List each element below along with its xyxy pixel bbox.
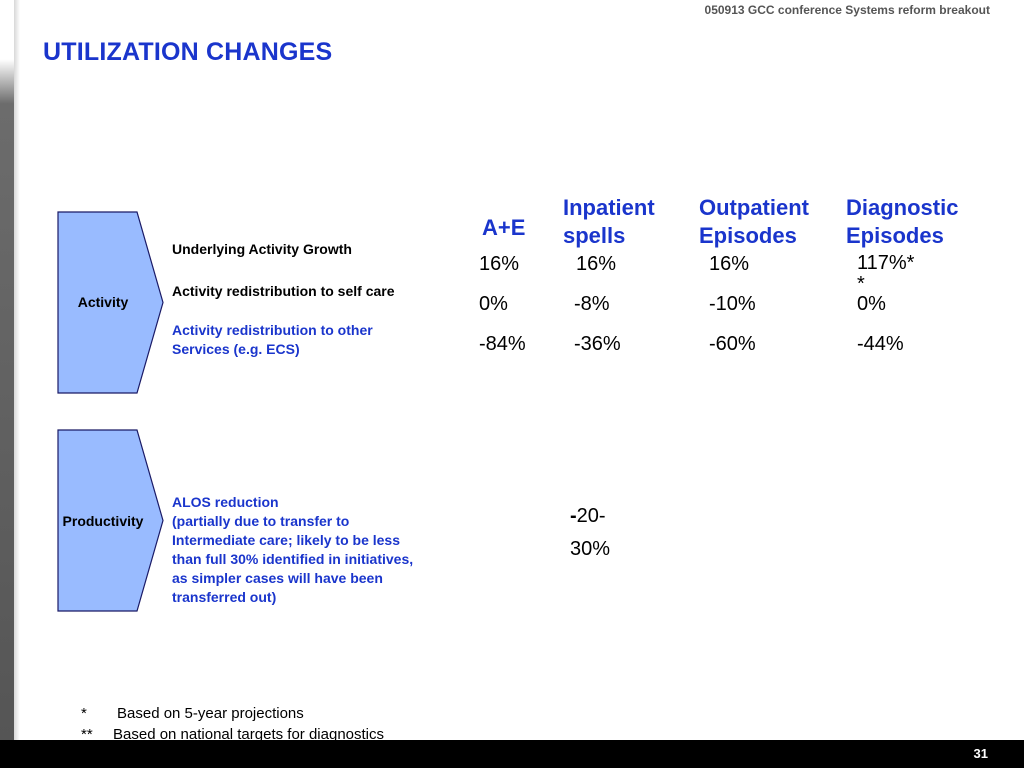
row-label-alos-line4: than full 30% identified in initiatives, bbox=[172, 551, 414, 567]
column-header-inpatient-line1: Inpatient bbox=[563, 195, 655, 220]
row-label-alos-line1: ALOS reduction bbox=[172, 494, 279, 510]
column-header-diagnostic-line2: Episodes bbox=[846, 223, 944, 248]
cell-alos-inpatient: -20- 30% bbox=[570, 503, 610, 563]
cell-growth-diagnostic: 117%* * bbox=[857, 251, 914, 297]
column-header-outpatient-line2: Episodes bbox=[699, 223, 797, 248]
footnote-2: ** Based on national targets for diagnost… bbox=[81, 726, 384, 743]
row-label-alos: ALOS reduction (partially due to transfe… bbox=[172, 493, 413, 607]
productivity-group-label: Productivity bbox=[62, 513, 144, 529]
cell-growth-diagnostic-line2: * bbox=[857, 273, 865, 295]
column-header-outpatient: Outpatient Episodes bbox=[699, 194, 809, 250]
row-label-other-services-line1: Activity redistribution to other bbox=[172, 322, 373, 338]
row-label-alos-line2: (partially due to transfer to bbox=[172, 513, 350, 529]
footnote-2-text: Based on national targets for diagnostic… bbox=[113, 726, 385, 743]
row-label-other-services-line2: Services (e.g. ECS) bbox=[172, 341, 300, 357]
activity-group-label: Activity bbox=[77, 294, 129, 310]
page-number: 31 bbox=[973, 746, 988, 761]
bottom-bar: 31 bbox=[0, 740, 1024, 768]
cell-growth-outpatient: 16% bbox=[709, 253, 750, 275]
cell-alos-inpatient-line2: 30% bbox=[570, 538, 611, 560]
cell-other-services-ae: -84% bbox=[479, 333, 526, 355]
row-label-alos-line5: as simpler cases will have been bbox=[172, 570, 383, 586]
column-header-ae: A+E bbox=[482, 215, 526, 240]
column-header-inpatient: Inpatient spells bbox=[563, 194, 655, 250]
footnote-1-text: Based on 5-year projections bbox=[117, 705, 304, 722]
row-label-alos-line6: transferred out) bbox=[172, 589, 277, 605]
cell-alos-inpatient-range-start: 20- bbox=[576, 505, 606, 527]
cell-alos-inpatient-line1: -20- bbox=[570, 503, 610, 530]
cell-other-services-inpatient: -36% bbox=[574, 333, 621, 355]
productivity-chevron-shape bbox=[57, 429, 164, 612]
activity-chevron-shape bbox=[57, 211, 164, 394]
column-header-outpatient-line1: Outpatient bbox=[699, 195, 809, 220]
cell-self-care-outpatient: -10% bbox=[709, 293, 756, 315]
cell-alos-inpatient-dash: - bbox=[570, 505, 577, 527]
left-decorative-edge bbox=[14, 0, 20, 740]
row-label-growth: Underlying Activity Growth bbox=[172, 241, 352, 257]
header-note: 050913 GCC conference Systems reform bre… bbox=[704, 3, 990, 17]
slide-title: UTILIZATION CHANGES bbox=[43, 38, 333, 66]
column-header-inpatient-line2: spells bbox=[563, 223, 626, 248]
cell-growth-ae: 16% bbox=[479, 253, 520, 275]
cell-growth-diagnostic-line1: 117%* bbox=[857, 252, 915, 274]
cell-other-services-diagnostic: -44% bbox=[857, 333, 904, 355]
footnote-2-mark: ** bbox=[81, 726, 93, 743]
cell-other-services-outpatient: -60% bbox=[709, 333, 756, 355]
cell-self-care-inpatient: -8% bbox=[574, 293, 610, 315]
cell-self-care-diagnostic: 0% bbox=[857, 293, 886, 315]
cell-growth-inpatient: 16% bbox=[576, 253, 617, 275]
row-label-alos-line3: Intermediate care; likely to be less bbox=[172, 532, 400, 548]
column-header-diagnostic: Diagnostic Episodes bbox=[846, 194, 958, 250]
row-label-self-care: Activity redistribution to self care bbox=[172, 283, 395, 299]
footnote-1: * Based on 5-year projections bbox=[81, 705, 304, 722]
footnote-1-mark: * bbox=[81, 705, 87, 722]
column-header-diagnostic-line1: Diagnostic bbox=[846, 195, 959, 220]
cell-self-care-ae: 0% bbox=[479, 293, 508, 315]
left-decorative-bar bbox=[0, 0, 14, 740]
row-label-other-services: Activity redistribution to other Service… bbox=[172, 321, 373, 359]
